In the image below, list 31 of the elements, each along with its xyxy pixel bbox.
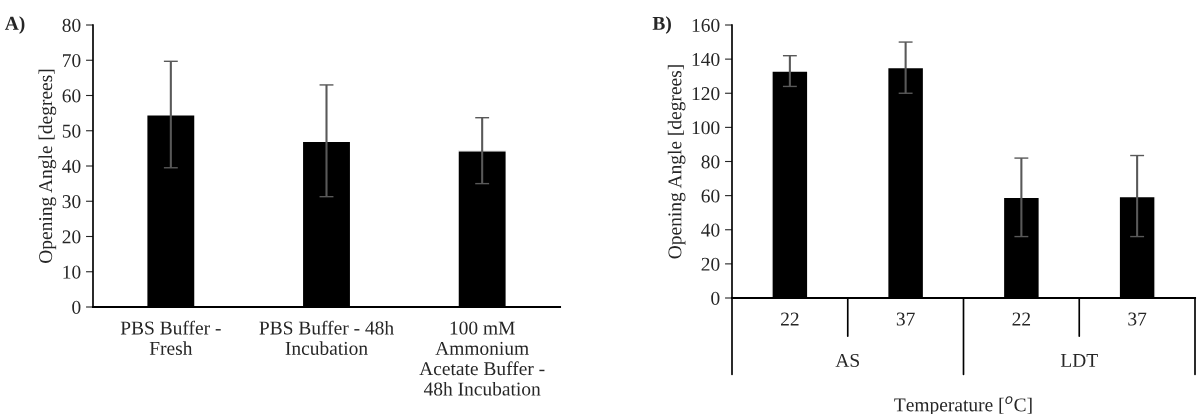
x-tick-label: PBS Buffer - Fresh: [120, 320, 221, 355]
chart-title: A): [4, 16, 25, 34]
y-tick-label: 140: [692, 52, 720, 67]
y-tick-label: 60: [701, 189, 720, 203]
x-tick-label: 22: [1012, 312, 1031, 326]
y-tick-label: 0: [72, 300, 81, 314]
x-tick-label: 37: [1128, 312, 1147, 326]
y-tick-label: 20: [701, 257, 720, 271]
y-tick-label: 20: [62, 230, 81, 244]
y-axis-title: Opening Angle [degrees]: [38, 69, 57, 263]
y-tick-label: 40: [62, 159, 81, 173]
x-tick-label: 22: [781, 312, 799, 326]
y-tick-label: 50: [62, 124, 81, 138]
y-tick-label: 160: [692, 18, 720, 32]
x-tick-label: PBS Buffer - 48h Incubation: [259, 320, 394, 355]
x-tick-label: 37: [896, 312, 915, 326]
text: AS: [835, 353, 859, 368]
y-tick-label: 60: [62, 89, 81, 103]
y-tick-label: 0: [711, 291, 720, 305]
x-tick-label: 100 mM Ammonium Acetate Buffer - 48h Incubation: [419, 321, 545, 396]
y-tick-label: 10: [63, 265, 81, 279]
y-axis-title: Opening Angle [degrees]: [667, 65, 686, 259]
y-tick-label: 100: [692, 121, 720, 135]
y-tick-label: 70: [63, 54, 81, 68]
text: LDT: [1060, 354, 1098, 367]
y-tick-label: 80: [701, 155, 720, 169]
y-tick-label: 80: [62, 18, 81, 32]
y-tick-label: 120: [692, 87, 720, 101]
chart-title: B): [652, 16, 671, 34]
y-tick-label: 40: [701, 223, 720, 237]
y-tick-label: 30: [62, 195, 81, 209]
